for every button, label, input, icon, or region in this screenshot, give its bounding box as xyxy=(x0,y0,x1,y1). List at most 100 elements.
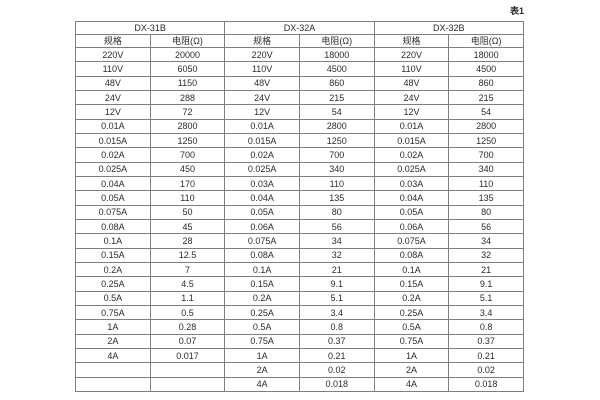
table-cell: 0.37 xyxy=(298,333,375,349)
table-cell: 0.02A xyxy=(75,147,151,163)
col-header-spec: 规格 xyxy=(373,34,450,48)
col-header-resistance: 电阻(Ω) xyxy=(448,34,524,48)
table-cell: 7 xyxy=(149,261,226,278)
table-cell: 0.8 xyxy=(448,319,524,335)
table-header: DX-31B DX-32A DX-32B 规格 电阻(Ω) 规格 电阻(Ω) 规… xyxy=(74,21,525,48)
table-cell: 135 xyxy=(448,190,524,206)
table-cell: 0.5A xyxy=(75,290,151,306)
table-row: 0.25A 4.5 0.15A 9.1 0.15A 9.1 xyxy=(75,276,524,292)
table-cell: 450 xyxy=(149,161,226,177)
col-header-resistance: 电阻(Ω) xyxy=(149,34,226,48)
table-cell: 0.018 xyxy=(298,376,375,393)
table-cell: 0.02 xyxy=(448,362,524,378)
table-cell: 0.1A xyxy=(224,261,300,278)
table-cell: 5.1 xyxy=(298,290,375,306)
table-cell: 0.15A xyxy=(75,247,151,263)
table-cell: 0.05A xyxy=(373,204,450,220)
table-cell: 21 xyxy=(298,261,375,278)
table-cell: 0.015A xyxy=(75,132,151,149)
table-cell: 4A xyxy=(224,376,300,393)
table-cell: 0.04A xyxy=(75,175,151,192)
table-cell: 0.25A xyxy=(224,304,300,321)
table-cell: 3.4 xyxy=(298,304,375,321)
table-cell: 80 xyxy=(448,204,524,220)
table-cell: 18000 xyxy=(448,46,524,63)
table-row: 0.1A 28 0.075A 34 0.075A 34 xyxy=(75,233,524,249)
table-cell: 110 xyxy=(298,175,375,192)
table-cell: 700 xyxy=(149,147,226,163)
table-cell: 0.02A xyxy=(373,147,450,163)
table-row: 1A 0.28 0.5A 0.8 0.5A 0.8 xyxy=(75,319,524,335)
table-row: 220V 20000 220V 18000 220V 18000 xyxy=(75,46,524,63)
table-cell: 0.21 xyxy=(448,347,524,364)
table-cell: 0.05A xyxy=(224,204,300,220)
table-row: 0.075A 50 0.05A 80 0.05A 80 xyxy=(75,204,524,220)
table-cell: 0.05A xyxy=(75,190,151,206)
table-cell: 2800 xyxy=(298,118,375,134)
table-cell: 220V xyxy=(224,46,300,63)
table-cell: 24V xyxy=(224,89,300,106)
table-cell: 110V xyxy=(75,61,151,77)
table-cell: 32 xyxy=(448,247,524,263)
table-cell: 28 xyxy=(149,233,226,249)
table-cell: 0.08A xyxy=(224,247,300,263)
table-cell: 0.01A xyxy=(373,118,450,134)
table-row: 24V 288 24V 215 24V 215 xyxy=(75,89,524,106)
table-cell: 12.5 xyxy=(149,247,226,263)
table-cell: 48V xyxy=(373,75,450,91)
table-cell: 6050 xyxy=(149,61,226,77)
table-cell xyxy=(149,376,226,393)
table-cell xyxy=(75,362,151,378)
table-cell: 0.5A xyxy=(373,319,450,335)
table-cell: 110V xyxy=(373,61,450,77)
table-cell: 0.075A xyxy=(373,233,450,249)
table-cell: 45 xyxy=(149,218,226,235)
group-header-row: DX-31B DX-32A DX-32B xyxy=(74,21,525,35)
table-cell: 0.025A xyxy=(224,161,300,177)
table-row: 0.02A 700 0.02A 700 0.02A 700 xyxy=(75,147,524,163)
table-cell: 1250 xyxy=(448,132,524,149)
table-cell: 110V xyxy=(224,61,300,77)
table-cell: 48V xyxy=(224,75,300,91)
table-row: 0.015A 1250 0.015A 1250 0.015A 1250 xyxy=(75,132,524,149)
table-cell: 0.37 xyxy=(448,333,524,349)
table-cell: 1.1 xyxy=(149,290,226,306)
table-cell: 1250 xyxy=(298,132,375,149)
table-cell: 54 xyxy=(298,104,375,120)
table-row: 0.05A 110 0.04A 135 0.04A 135 xyxy=(75,190,524,206)
table-cell: 4A xyxy=(373,376,450,393)
table-cell: 3.4 xyxy=(448,304,524,321)
table-cell: 288 xyxy=(149,89,226,106)
table-cell: 0.08A xyxy=(373,247,450,263)
table-body: 220V 20000 220V 18000 220V 18000 110V 6050 110V 4… xyxy=(75,46,524,393)
table-cell: 0.017 xyxy=(149,347,226,364)
table-cell: 0.06A xyxy=(224,218,300,235)
table-cell: 0.5 xyxy=(149,304,226,321)
table-cell: 32 xyxy=(298,247,375,263)
table-row: 4A 0.018 4A 0.018 xyxy=(75,376,524,393)
sub-header-row: 规格 电阻(Ω) 规格 电阻(Ω) 规格 电阻(Ω) xyxy=(75,34,524,48)
table-cell: 1A xyxy=(75,319,151,335)
table-cell: 9.1 xyxy=(448,276,524,292)
col-header-resistance: 电阻(Ω) xyxy=(298,34,375,48)
table-cell: 12V xyxy=(75,104,151,120)
table-cell: 56 xyxy=(298,218,375,235)
table-cell: 34 xyxy=(298,233,375,249)
table-cell: 0.01A xyxy=(224,118,300,134)
table-cell: 0.025A xyxy=(373,161,450,177)
table-cell: 0.018 xyxy=(448,376,524,393)
table-cell: 54 xyxy=(448,104,524,120)
table-cell: 110 xyxy=(149,190,226,206)
table-cell: 110 xyxy=(448,175,524,192)
table-row: 0.025A 450 0.025A 340 0.025A 340 xyxy=(75,161,524,177)
table-cell: 18000 xyxy=(298,46,375,63)
table-cell: 0.075A xyxy=(75,204,151,220)
table-cell: 0.015A xyxy=(373,132,450,149)
table-cell: 0.75A xyxy=(224,333,300,349)
table-cell: 24V xyxy=(373,89,450,106)
table-cell: 1A xyxy=(373,347,450,364)
table-cell: 0.01A xyxy=(75,118,151,134)
table-row: 2A 0.07 0.75A 0.37 0.75A 0.37 xyxy=(75,333,524,349)
table-cell: 2A xyxy=(75,333,151,349)
